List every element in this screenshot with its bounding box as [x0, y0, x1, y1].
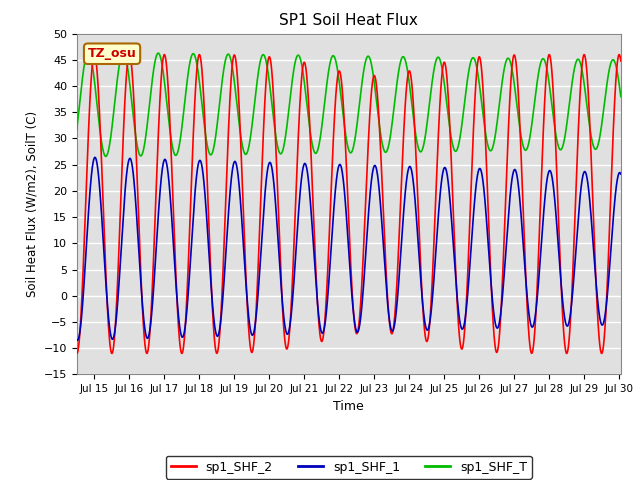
Legend: sp1_SHF_2, sp1_SHF_1, sp1_SHF_T: sp1_SHF_2, sp1_SHF_1, sp1_SHF_T: [166, 456, 532, 479]
X-axis label: Time: Time: [333, 400, 364, 413]
Title: SP1 Soil Heat Flux: SP1 Soil Heat Flux: [280, 13, 418, 28]
Y-axis label: Soil Heat Flux (W/m2), SoilT (C): Soil Heat Flux (W/m2), SoilT (C): [25, 111, 38, 297]
Text: TZ_osu: TZ_osu: [88, 47, 136, 60]
